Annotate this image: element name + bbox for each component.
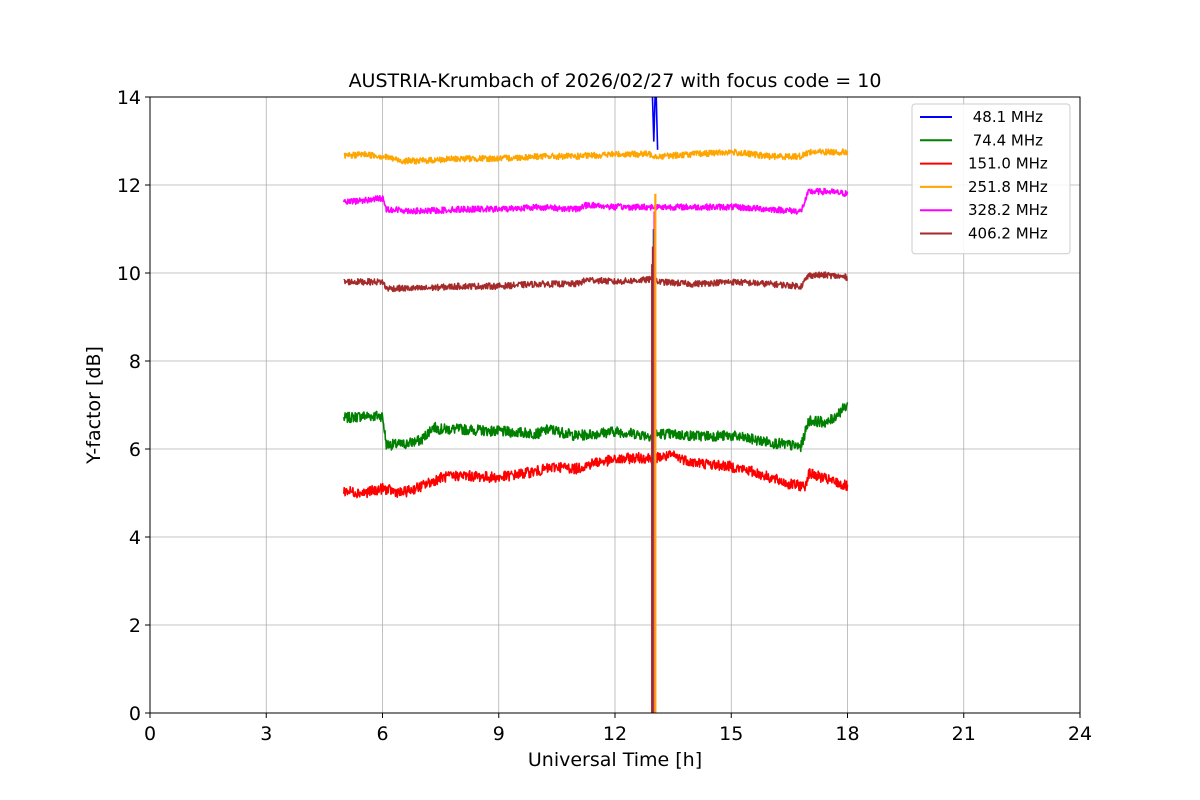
y-tick-label: 8 — [129, 351, 141, 373]
x-tick-label: 15 — [719, 723, 743, 745]
x-tick-label: 18 — [835, 723, 859, 745]
y-axis-label: Y-factor [dB] — [83, 346, 105, 465]
y-tick-label: 12 — [117, 175, 141, 197]
legend-entry: 251.8 MHz — [968, 178, 1048, 196]
legend-entry: 406.2 MHz — [968, 225, 1048, 243]
series-line — [343, 450, 849, 499]
series-line — [343, 271, 848, 293]
x-tick-label: 9 — [493, 723, 505, 745]
legend-entry: 151.0 MHz — [968, 155, 1048, 173]
series-line — [343, 402, 849, 453]
y-tick-label: 0 — [129, 703, 141, 725]
chart-title: AUSTRIA-Krumbach of 2026/02/27 with focu… — [349, 70, 882, 92]
legend-entry: 48.1 MHz — [968, 108, 1043, 126]
x-tick-label: 24 — [1068, 723, 1092, 745]
y-tick-label: 4 — [129, 527, 141, 549]
series-line — [651, 97, 659, 150]
x-tick-label: 21 — [952, 723, 976, 745]
y-tick-label: 2 — [129, 615, 141, 637]
x-axis-label: Universal Time [h] — [528, 749, 702, 771]
series-line — [343, 148, 849, 165]
plot-area — [343, 97, 849, 713]
legend-entry: 74.4 MHz — [968, 131, 1043, 149]
y-tick-label: 10 — [117, 263, 141, 285]
y-tick-label: 6 — [129, 439, 141, 461]
y-tick-label: 14 — [117, 87, 141, 109]
x-tick-label: 0 — [144, 723, 156, 745]
legend-box — [911, 103, 1071, 255]
x-tick-label: 6 — [376, 723, 388, 745]
legend: 48.1 MHz 74.4 MHz 151.0 MHz 251.8 MHz 328.2… — [911, 103, 1071, 255]
x-tick-label: 3 — [260, 723, 272, 745]
x-tick-label: 12 — [603, 723, 627, 745]
series-line — [343, 187, 849, 215]
legend-entry: 328.2 MHz — [968, 201, 1048, 219]
